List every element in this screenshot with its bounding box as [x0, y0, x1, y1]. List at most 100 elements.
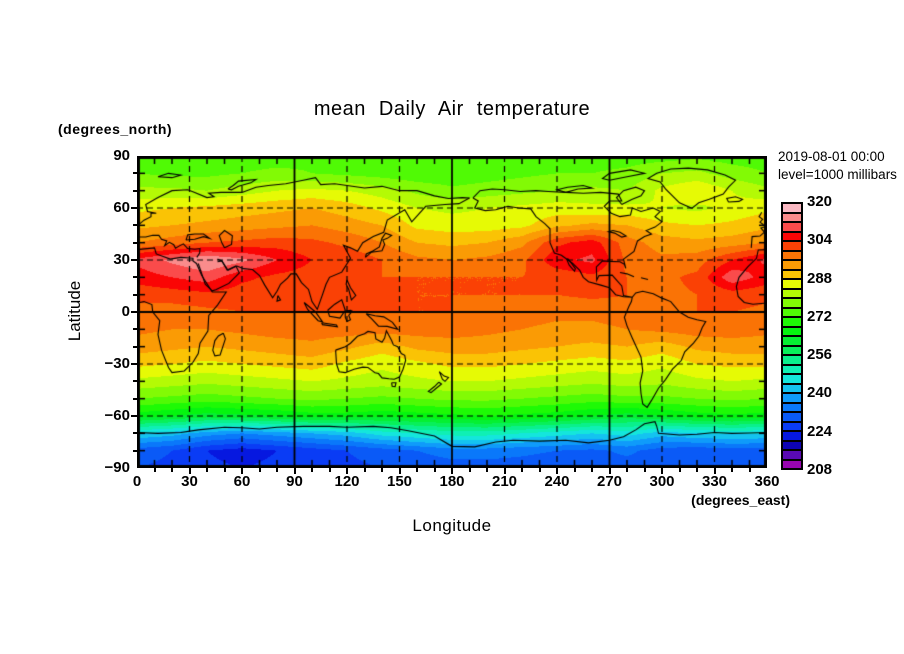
tick-mark	[131, 415, 137, 417]
tick-mark	[381, 468, 383, 472]
colorbar-cell	[783, 422, 801, 432]
tick-mark	[363, 468, 366, 472]
x-axis-title: Longitude	[412, 516, 492, 535]
colorbar-cell	[783, 365, 801, 375]
tick-mark	[696, 468, 698, 472]
y-tick-label: 90	[113, 147, 130, 164]
colorbar-cell	[783, 223, 801, 233]
colorbar-cell	[783, 403, 801, 413]
tick-mark	[133, 293, 137, 296]
tick-mark	[591, 468, 593, 472]
tick-mark	[451, 468, 453, 474]
tick-mark	[643, 468, 646, 472]
tick-mark	[468, 468, 471, 472]
colorbar-tick-label: 304	[807, 231, 833, 249]
colorbar-cell	[783, 213, 801, 223]
colorbar-cell	[783, 289, 801, 299]
colorbar-cell	[783, 204, 801, 214]
tick-mark	[131, 311, 137, 313]
colorbar-cell	[783, 318, 801, 328]
x-tick-label: 180	[439, 473, 465, 490]
tick-mark	[538, 468, 541, 472]
colorbar-cell	[783, 251, 801, 261]
y-axis-unit: (degrees_north)	[58, 121, 173, 137]
x-tick-label: 150	[386, 473, 413, 490]
colorbar-cell	[783, 432, 801, 442]
tick-mark	[276, 468, 278, 472]
tick-mark	[188, 468, 191, 474]
colorbar-cell	[783, 460, 801, 468]
tick-mark	[133, 345, 137, 348]
colorbar-cell	[783, 242, 801, 252]
x-tick-label: 330	[701, 473, 728, 490]
tick-mark	[133, 276, 137, 279]
tick-mark	[131, 259, 137, 261]
tick-mark	[556, 468, 558, 474]
tick-mark	[661, 468, 663, 474]
temperature-heatmap	[137, 156, 767, 468]
y-tick-label: −30	[104, 355, 130, 372]
colorbar-tick-label: 272	[807, 307, 833, 325]
colorbar-tick-label: 240	[807, 384, 833, 402]
colorbar-tick-label: 208	[807, 461, 833, 478]
tick-mark	[133, 328, 137, 331]
tick-mark	[258, 468, 261, 472]
tick-mark	[293, 468, 296, 474]
tick-mark	[133, 397, 137, 400]
tick-mark	[241, 468, 243, 474]
colorbar-cell	[783, 270, 801, 280]
x-tick-label: 60	[233, 473, 251, 490]
header-right: 2019-08-01 00:00 level=1000 millibars	[778, 148, 897, 184]
x-tick-label: 0	[132, 473, 142, 490]
x-tick-label: 90	[286, 473, 303, 490]
y-tick-label: 0	[121, 303, 130, 320]
tick-mark	[133, 189, 137, 192]
x-tick-label: 30	[181, 473, 198, 490]
tick-mark	[626, 468, 628, 472]
colorbar-cell	[783, 280, 801, 290]
tick-mark	[133, 172, 137, 175]
x-tick-label: 300	[649, 473, 675, 490]
tick-mark	[153, 468, 156, 472]
tick-mark	[133, 449, 137, 452]
tick-mark	[171, 468, 173, 472]
colorbar-cell	[783, 413, 801, 423]
tick-mark	[416, 468, 418, 472]
colorbar-cell	[783, 346, 801, 356]
y-tick-label: 60	[113, 199, 130, 216]
colorbar-tick-label: 288	[807, 269, 833, 287]
colorbar-cell	[783, 375, 801, 385]
tick-mark	[678, 468, 681, 472]
colorbar-cell	[783, 261, 801, 271]
colorbar-cell	[783, 232, 801, 242]
colorbar	[781, 202, 803, 470]
tick-mark	[131, 207, 137, 209]
tick-mark	[133, 241, 137, 244]
tick-mark	[131, 363, 137, 365]
tick-mark	[346, 468, 348, 474]
tick-mark	[223, 468, 226, 472]
colorbar-tick-label: 256	[807, 346, 833, 364]
tick-mark	[608, 468, 611, 474]
colorbar-cell	[783, 308, 801, 318]
colorbar-cell	[783, 337, 801, 347]
tick-mark	[748, 468, 751, 472]
colorbar-cell	[783, 394, 801, 404]
tick-mark	[133, 380, 137, 383]
colorbar-cell	[783, 441, 801, 451]
tick-mark	[433, 468, 436, 472]
colorbar-cell	[783, 299, 801, 309]
x-tick-label: 360	[754, 473, 780, 490]
y-tick-label: −60	[104, 407, 130, 424]
tick-mark	[206, 468, 208, 472]
colorbar-cell	[783, 356, 801, 366]
tick-mark	[133, 224, 137, 227]
tick-mark	[731, 468, 733, 472]
tick-mark	[133, 432, 137, 435]
y-tick-label: −90	[104, 459, 130, 476]
tick-mark	[521, 468, 523, 472]
x-tick-label: 240	[544, 473, 570, 490]
tick-mark	[573, 468, 576, 472]
tick-mark	[486, 468, 488, 472]
tick-mark	[328, 468, 331, 472]
